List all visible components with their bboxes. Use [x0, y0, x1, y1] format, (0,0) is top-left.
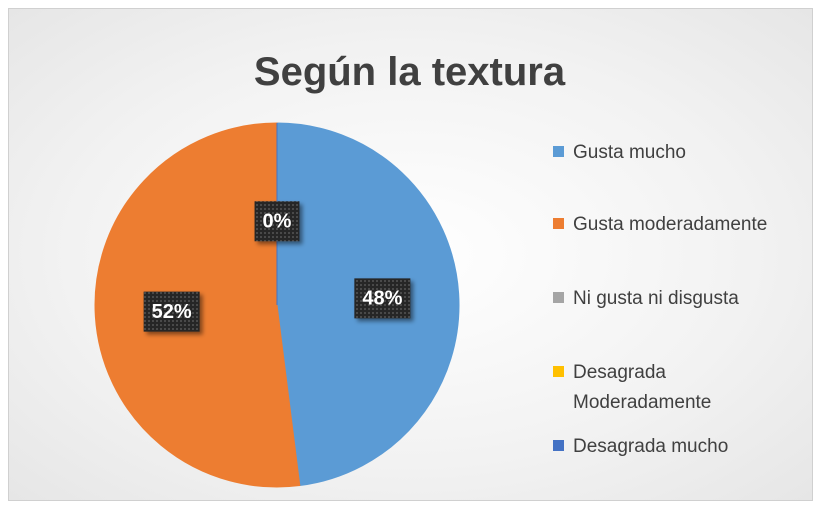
legend-item: Ni gusta ni disgusta: [553, 284, 803, 314]
legend-swatch: [553, 366, 564, 377]
legend-swatch: [553, 292, 564, 303]
legend-swatch: [553, 146, 564, 157]
legend-item: Desagrada mucho: [553, 432, 803, 462]
legend-label: Gusta mucho: [573, 142, 686, 163]
legend-item: Gusta mucho: [553, 138, 803, 168]
data-label-box: [254, 201, 300, 242]
legend-swatch: [553, 440, 564, 451]
legend-item: Gusta moderadamente: [553, 210, 803, 240]
legend-label: Gusta moderadamente: [573, 214, 768, 235]
data-label: 52%: [152, 301, 192, 323]
legend-label: Desagrada mucho: [573, 436, 729, 457]
data-label: 48%: [362, 288, 402, 310]
legend-label: Desagrada Moderadamente: [573, 362, 712, 413]
legend-item: Desagrada Moderadamente: [553, 358, 803, 418]
legend-label: Ni gusta ni disgusta: [573, 288, 739, 309]
chart-title: Según la textura: [253, 50, 566, 94]
legend-swatch: [553, 218, 564, 229]
data-label-box: [354, 278, 411, 319]
legend: Gusta mucho Gusta moderadamente Ni gusta n…: [553, 138, 803, 462]
data-label: 0%: [263, 211, 292, 233]
data-label-box: [143, 291, 200, 332]
